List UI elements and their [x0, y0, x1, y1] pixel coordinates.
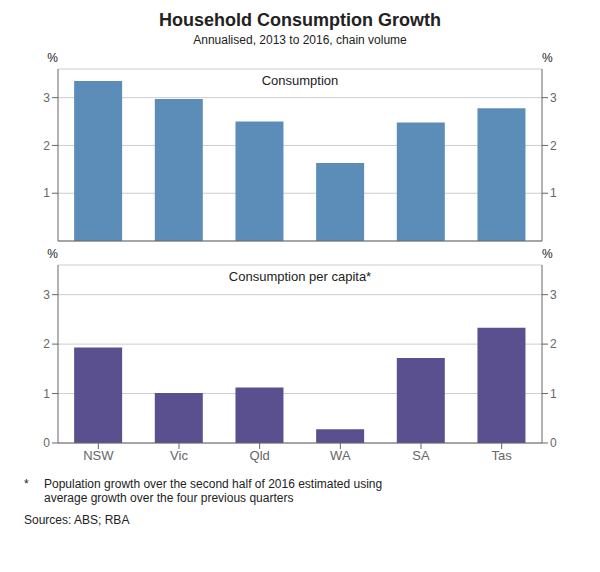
- html-text:Annualised, 2013 to 2016, chai: Annualised, 2013 to 2016, chain volume: [193, 33, 407, 47]
- svg-text:2: 2: [43, 139, 50, 153]
- svg-text:2: 2: [550, 139, 557, 153]
- svg-text:2: 2: [550, 337, 557, 351]
- svg-text:Vic: Vic: [170, 448, 188, 463]
- svg-text:SA: SA: [412, 448, 430, 463]
- svg-text:WA: WA: [330, 448, 351, 463]
- svg-text:1: 1: [550, 387, 557, 401]
- svg-text:3: 3: [43, 91, 50, 105]
- svg-text:NSW: NSW: [83, 448, 114, 463]
- html-text:Consumption: Consumption: [261, 73, 339, 88]
- svg-text:0: 0: [43, 436, 50, 450]
- svg-text:3: 3: [550, 288, 557, 302]
- html-text:Population growth over the sec: Population growth over the second half o…: [44, 477, 383, 505]
- svg-text:3: 3: [43, 288, 50, 302]
- svg-text:3: 3: [550, 91, 557, 105]
- html-text:Household Consumption Growth: Household Consumption Growth: [159, 10, 441, 30]
- svg-text:1: 1: [43, 186, 50, 200]
- html-text:Sources: ABS; RBA: Sources: ABS; RBA: [24, 513, 130, 527]
- svg-text:Tas: Tas: [492, 448, 513, 463]
- svg-text:1: 1: [550, 186, 557, 200]
- svg-text:1: 1: [43, 387, 50, 401]
- svg-text:0: 0: [550, 436, 557, 450]
- html-text:Consumption per capita*: Consumption per capita*: [228, 269, 372, 284]
- svg-text:Qld: Qld: [250, 448, 270, 463]
- svg-text:2: 2: [43, 337, 50, 351]
